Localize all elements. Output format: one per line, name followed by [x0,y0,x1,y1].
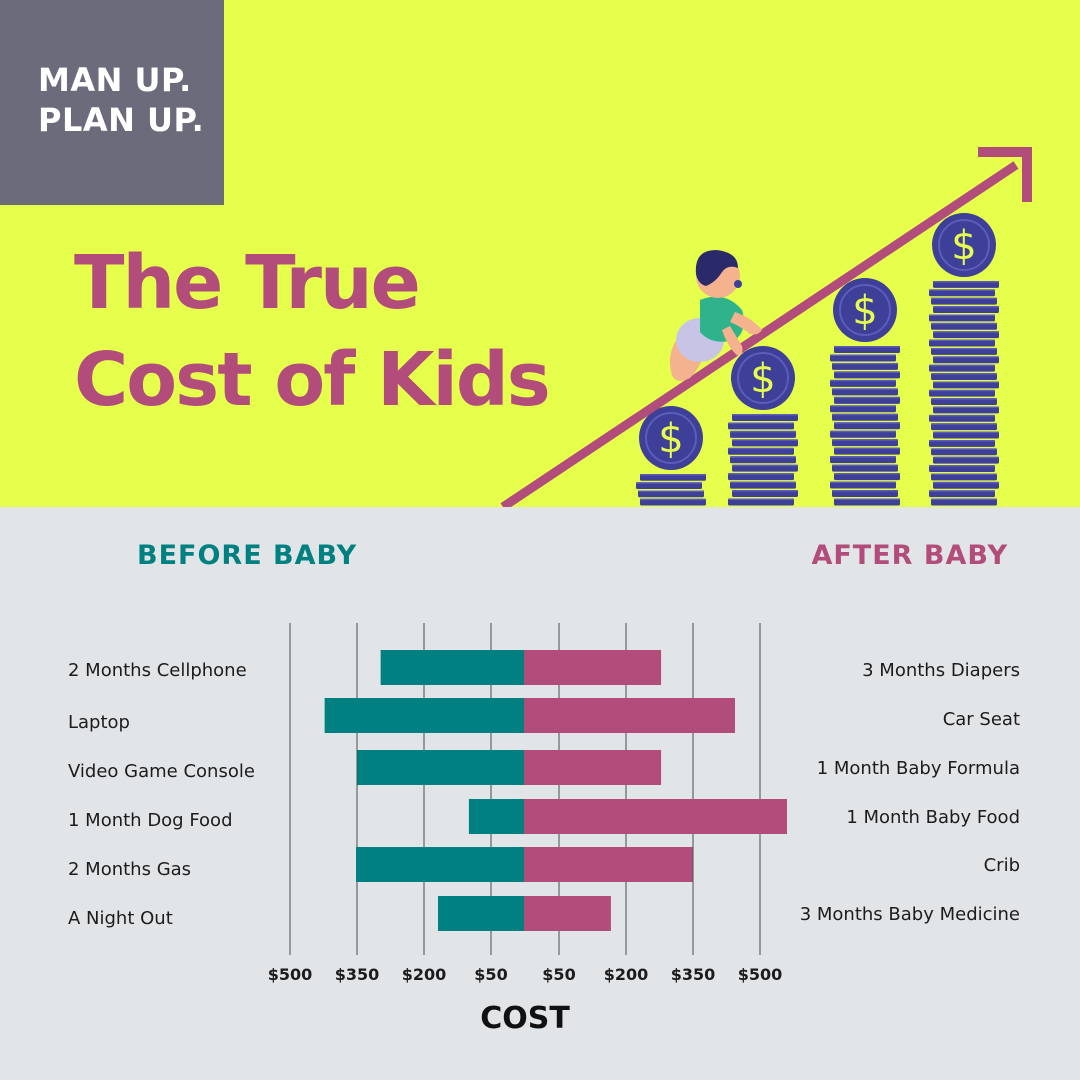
page-title-line-2: Cost of Kids [74,337,551,423]
before-baby-header: BEFORE BABY [137,540,358,571]
after-bar [524,799,787,834]
before-bar [357,750,524,785]
x-tick-label: $350 [670,965,716,984]
after-bar [524,650,662,685]
x-tick-label: $50 [542,965,576,984]
before-category-label: A Night Out [68,908,173,929]
after-category-label: 3 Months Baby Medicine [799,904,1020,925]
before-bar [380,650,524,685]
after-baby-header: AFTER BABY [811,540,1008,571]
slogan-badge: MAN UP. PLAN UP. [0,0,224,205]
dollar-coin-icon: $ [932,213,996,277]
money-growth-illustration: $ $ $ $ [500,147,1032,507]
svg-text:$: $ [852,288,877,334]
coin-stack-icon [929,281,999,506]
page-title-line-1: The True [74,240,421,326]
x-tick-label: $200 [401,965,447,984]
after-category-label: Car Seat [942,709,1020,730]
before-bar [356,847,524,882]
x-axis-label: COST [480,1001,570,1036]
before-category-label: 1 Month Dog Food [68,810,233,831]
after-category-label: Crib [983,855,1020,876]
after-bar [524,896,611,931]
coin-stack-icon [830,346,900,506]
after-category-label: 1 Month Baby Food [846,807,1020,828]
before-category-label: Video Game Console [68,761,255,782]
coin-stack-icon [728,414,798,506]
slogan-line-1: MAN UP. [38,61,192,99]
before-bar [468,799,524,834]
svg-text:$: $ [750,356,775,402]
after-bar [524,847,693,882]
dollar-coin-icon: $ [833,278,897,342]
after-bar [524,750,662,785]
coin-stack-icon [636,474,706,506]
x-tick-label: $350 [334,965,380,984]
after-category-label: 3 Months Diapers [862,660,1020,681]
dollar-coin-icon: $ [731,346,795,410]
baby-crawling-icon [669,250,762,381]
after-category-label: 1 Month Baby Formula [816,758,1020,779]
before-category-label: Laptop [68,712,130,733]
before-category-label: 2 Months Cellphone [68,660,247,681]
x-tick-label: $500 [737,965,783,984]
before-bar [437,896,524,931]
before-category-label: 2 Months Gas [68,859,192,880]
before-bar [324,698,524,733]
dollar-coin-icon: $ [639,406,703,470]
x-tick-label: $50 [474,965,508,984]
svg-text:$: $ [951,223,976,269]
svg-text:$: $ [658,416,683,462]
after-bar [524,698,736,733]
rising-arrow-icon [500,147,1032,507]
x-tick-label: $500 [267,965,313,984]
slogan-line-2: PLAN UP. [38,101,205,139]
x-tick-label: $200 [603,965,649,984]
chart-panel [0,507,1080,1080]
